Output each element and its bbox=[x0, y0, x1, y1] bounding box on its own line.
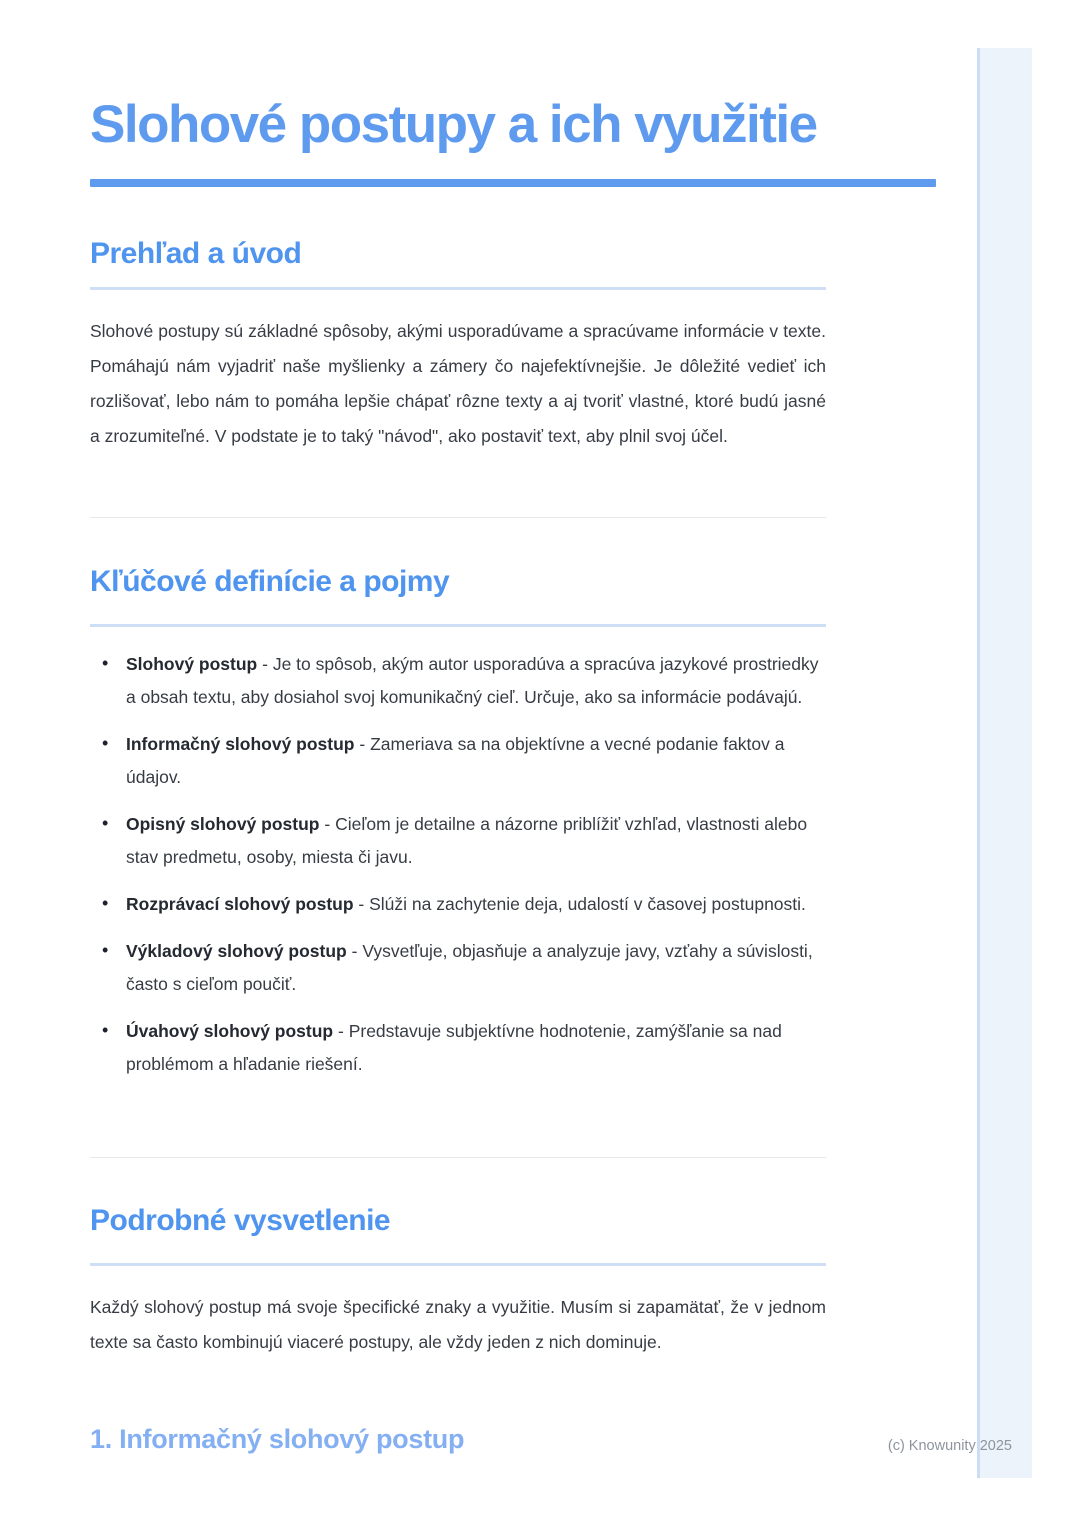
definition-desc: - Zameriava sa na objektívne a vecné pod… bbox=[126, 734, 785, 787]
section-heading-underline bbox=[90, 1263, 826, 1266]
definition-term: Informačný slohový postup bbox=[126, 734, 355, 754]
bullet-icon: • bbox=[102, 813, 109, 833]
definition-desc: - Vysvetľuje, objasňuje a analyzuje javy… bbox=[126, 941, 813, 994]
list-item: • Informačný slohový postup - Zameriava … bbox=[90, 728, 826, 794]
definition-term: Úvahový slohový postup bbox=[126, 1021, 334, 1041]
section-heading-details: Podrobné vysvetlenie bbox=[90, 1204, 391, 1237]
title-underline bbox=[90, 179, 936, 187]
details-paragraph: Každý slohový postup má svoje špecifické… bbox=[90, 1297, 826, 1352]
list-item: • Úvahový slohový postup - Predstavuje s… bbox=[90, 1015, 826, 1081]
list-item: • Rozprávací slohový postup - Slúži na z… bbox=[90, 888, 826, 921]
bullet-icon: • bbox=[102, 893, 109, 913]
list-item: • Slohový postup - Je to spôsob, akým au… bbox=[90, 648, 826, 714]
definition-term: Rozprávací slohový postup bbox=[126, 894, 354, 914]
list-item: • Opisný slohový postup - Cieľom je deta… bbox=[90, 808, 826, 874]
section-heading-underline bbox=[90, 624, 826, 627]
section-heading-underline bbox=[90, 287, 826, 290]
bullet-icon: • bbox=[102, 653, 109, 673]
page-title: Slohové postupy a ich využitie bbox=[90, 95, 818, 154]
bullet-icon: • bbox=[102, 940, 109, 960]
definition-desc: - Slúži na zachytenie deja, udalostí v č… bbox=[358, 894, 806, 914]
definition-term: Výkladový slohový postup bbox=[126, 941, 347, 961]
copyright-note: (c) Knowunity 2025 bbox=[887, 1438, 1012, 1454]
definitions-list: • Slohový postup - Je to spôsob, akým au… bbox=[90, 648, 826, 1095]
section-divider bbox=[90, 517, 826, 518]
definition-term: Opisný slohový postup bbox=[126, 814, 320, 834]
section-divider bbox=[90, 1157, 826, 1158]
definition-desc: - Predstavuje subjektívne hodnotenie, za… bbox=[126, 1021, 782, 1074]
section-heading-overview: Prehľad a úvod bbox=[90, 237, 302, 270]
overview-paragraph: Slohové postupy sú základné spôsoby, aký… bbox=[90, 321, 826, 446]
section-heading-definitions: Kľúčové definície a pojmy bbox=[90, 565, 450, 598]
definition-desc: - Cieľom je detailne a názorne priblížiť… bbox=[126, 814, 808, 867]
subsection-heading-informacny: 1. Informačný slohový postup bbox=[90, 1424, 465, 1454]
bullet-icon: • bbox=[102, 733, 109, 753]
list-item: • Výkladový slohový postup - Vysvetľuje,… bbox=[90, 935, 826, 1001]
definition-desc: - Je to spôsob, akým autor usporadúva a … bbox=[126, 654, 819, 707]
scrollbar-track[interactable] bbox=[977, 48, 1032, 1478]
definition-term: Slohový postup bbox=[126, 654, 258, 674]
bullet-icon: • bbox=[102, 1020, 109, 1040]
